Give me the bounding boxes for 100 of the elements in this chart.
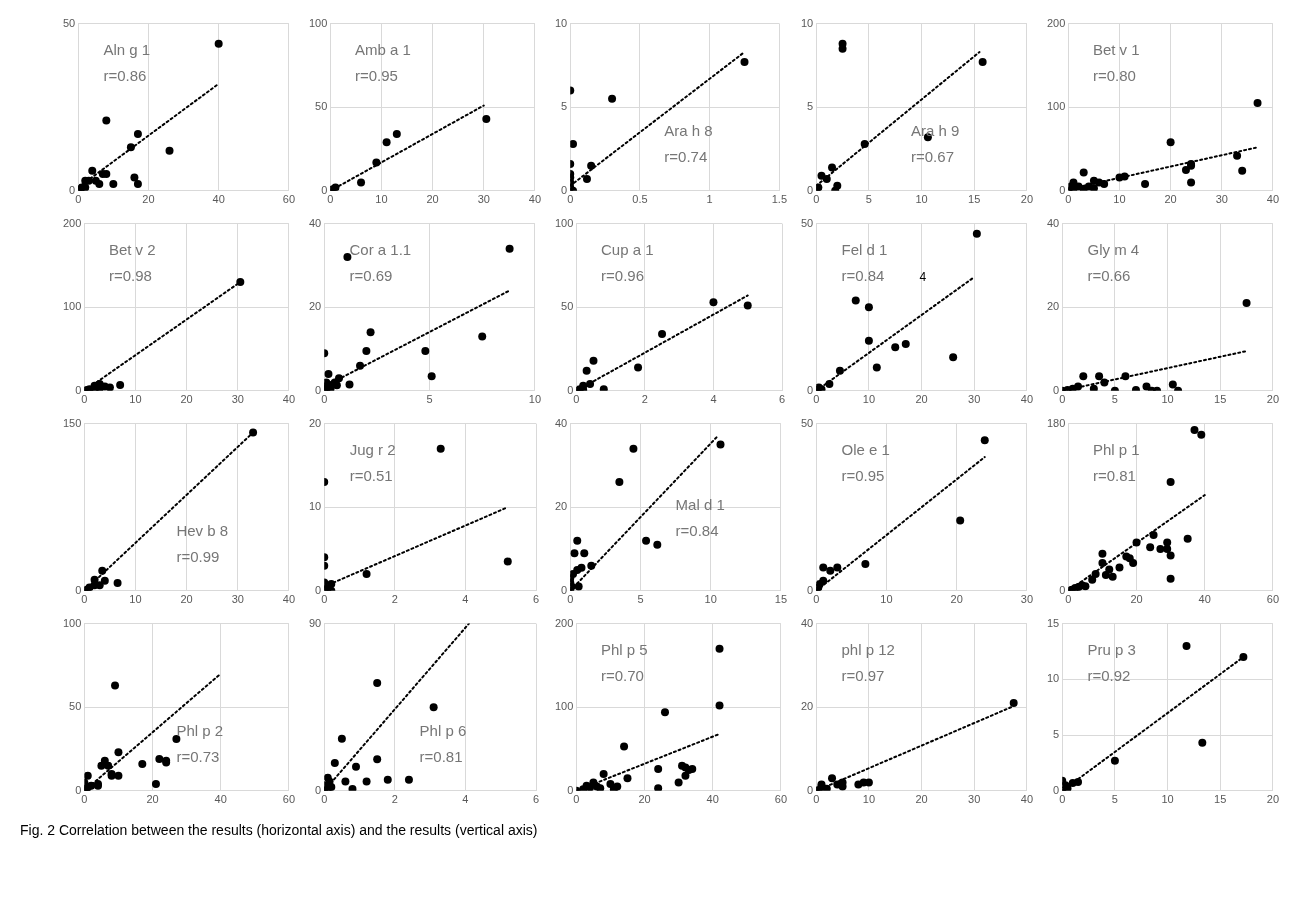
y-tick-label: 0 <box>75 383 82 396</box>
x-tick-label: 60 <box>1266 593 1280 606</box>
x-tick-label: 20 <box>426 193 439 206</box>
annotation: r=0.81 <box>419 747 463 765</box>
y-tick-label: 15 <box>1046 616 1060 629</box>
x-tick-label: 10 <box>1161 393 1174 406</box>
x-tick-label: 40 <box>282 593 296 606</box>
annotation: r=0.74 <box>664 147 708 165</box>
x-tick-label: 20 <box>950 593 963 606</box>
annotation: Phl p 5 <box>600 641 648 659</box>
x-tick-label: 60 <box>282 793 296 806</box>
x-tick-label: 10 <box>862 793 876 806</box>
x-tick-label: 2 <box>391 593 398 606</box>
y-tick-label: 0 <box>567 783 574 796</box>
y-tick-label: 0 <box>561 183 568 196</box>
y-tick-label: 0 <box>315 383 322 396</box>
annotation: Ole e 1 <box>841 441 890 459</box>
y-tick-label: 5 <box>561 100 568 113</box>
y-tick-label: 5 <box>807 100 814 113</box>
x-tick-label: 2 <box>391 793 398 806</box>
x-tick-label: 40 <box>212 193 225 206</box>
y-tick-label: 200 <box>554 616 574 629</box>
x-tick-label: 60 <box>282 193 296 206</box>
annotation: Phl p 6 <box>419 721 467 739</box>
y-tick-label: 150 <box>62 416 82 429</box>
x-tick-label: 10 <box>528 393 542 406</box>
y-tick-label: 0 <box>75 583 82 596</box>
x-tick-label: 20 <box>1164 193 1177 206</box>
y-tick-label: 0 <box>315 783 322 796</box>
x-tick-label: 20 <box>142 193 155 206</box>
annotation: Ara h 8 <box>664 121 713 139</box>
y-tick-label: 0 <box>807 783 814 796</box>
x-tick-label: 20 <box>180 393 193 406</box>
x-tick-label: 1 <box>706 193 713 206</box>
x-tick-label: 5 <box>865 193 872 206</box>
y-tick-label: 100 <box>308 16 328 29</box>
y-tick-label: 0 <box>561 583 568 596</box>
x-tick-label: 10 <box>1113 193 1126 206</box>
y-tick-label: 40 <box>1046 216 1060 229</box>
x-tick-label: 10 <box>375 193 388 206</box>
annotation: Phl p 1 <box>1092 441 1140 459</box>
y-tick-label: 0 <box>1059 183 1066 196</box>
annotation: Bet v 2 <box>108 241 156 259</box>
annotation: Amb a 1 <box>354 41 411 59</box>
x-tick-label: 40 <box>1020 793 1034 806</box>
y-tick-label: 50 <box>69 700 82 713</box>
x-tick-label: 30 <box>231 593 244 606</box>
x-tick-label: 15 <box>774 593 788 606</box>
annotation: r=0.86 <box>103 67 147 85</box>
y-tick-label: 40 <box>554 416 568 429</box>
annotation: Cup a 1 <box>601 241 654 259</box>
x-tick-label: 15 <box>1214 393 1227 406</box>
x-tick-label: 5 <box>1111 793 1118 806</box>
x-tick-label: 0.5 <box>632 193 648 206</box>
annotation: Gly m 4 <box>1087 241 1140 259</box>
annotation: r=0.95 <box>354 67 398 85</box>
y-tick-label: 0 <box>1053 383 1060 396</box>
y-tick-label: 5 <box>1053 728 1060 741</box>
annotation: r=0.84 <box>841 267 885 285</box>
x-tick-label: 40 <box>1266 193 1280 206</box>
y-tick-label: 0 <box>69 183 76 196</box>
x-tick-label: 30 <box>968 393 981 406</box>
x-tick-label: 5 <box>1111 393 1118 406</box>
annotation: r=0.84 <box>675 522 719 540</box>
annotation: r=0.80 <box>1092 67 1136 85</box>
y-tick-label: 0 <box>75 783 82 796</box>
x-tick-label: 2 <box>641 393 648 406</box>
y-tick-label: 50 <box>800 216 814 229</box>
y-tick-label: 20 <box>308 300 322 313</box>
x-tick-label: 5 <box>637 593 644 606</box>
x-tick-label: 10 <box>915 193 928 206</box>
x-tick-label: 20 <box>146 793 159 806</box>
x-tick-label: 20 <box>1266 793 1280 806</box>
annotation: phl p 12 <box>841 641 895 659</box>
x-tick-label: 20 <box>180 593 193 606</box>
y-tick-label: 20 <box>800 700 814 713</box>
y-tick-label: 10 <box>800 16 814 29</box>
annotation: Cor a 1.1 <box>349 241 412 259</box>
x-tick-label: 40 <box>706 793 719 806</box>
y-tick-label: 180 <box>1046 416 1066 429</box>
y-tick-label: 0 <box>1059 583 1066 596</box>
x-tick-label: 10 <box>704 593 717 606</box>
annotation: Jug r 2 <box>349 441 396 459</box>
x-tick-label: 30 <box>968 793 981 806</box>
x-tick-label: 20 <box>915 393 928 406</box>
x-tick-label: 1.5 <box>771 193 787 206</box>
x-tick-label: 4 <box>462 793 469 806</box>
annotation: Mal d 1 <box>675 496 725 514</box>
y-tick-label: 50 <box>315 100 328 113</box>
x-tick-label: 40 <box>1020 393 1034 406</box>
x-tick-label: 20 <box>1020 193 1034 206</box>
y-tick-label: 50 <box>800 416 814 429</box>
x-tick-label: 4 <box>710 393 717 406</box>
x-tick-label: 40 <box>214 793 227 806</box>
x-tick-label: 6 <box>532 593 540 606</box>
y-tick-label: 10 <box>1046 672 1060 685</box>
y-tick-label: 10 <box>308 500 322 513</box>
x-tick-label: 10 <box>1161 793 1174 806</box>
x-tick-label: 15 <box>968 193 981 206</box>
x-tick-label: 30 <box>1215 193 1228 206</box>
